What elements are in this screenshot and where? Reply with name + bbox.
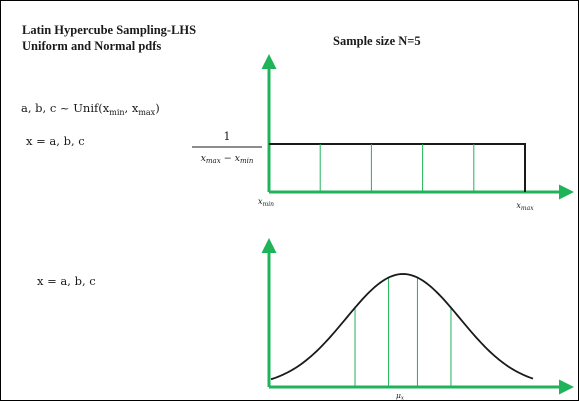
distribution-prefix: a, b, c ~ Unif(x: [21, 101, 110, 115]
title-line-2: Uniform and Normal pdfs: [22, 39, 162, 53]
density-denominator: xmax − xmin: [201, 153, 254, 165]
normal-pdf-plot: μx: [261, 238, 574, 400]
density-numerator: 1: [224, 130, 231, 143]
denominator-x-max: x: [201, 153, 207, 164]
denominator-minus: − x: [221, 153, 241, 164]
x-min-subscript: min: [109, 108, 125, 117]
normal-density-curve: [270, 273, 534, 381]
uniform-pdf-plot: 1 xmax − xmin xmin xmax: [192, 54, 574, 212]
uniform-density-line: [269, 143, 526, 192]
mean-label-mu: μ: [396, 391, 401, 400]
denominator-max-sub: max: [206, 157, 221, 165]
normal-stratum-dividers: [354, 277, 452, 387]
slide-title: Latin Hypercube Sampling-LHS Uniform and…: [22, 22, 196, 54]
x-max-subscript: max: [138, 108, 156, 117]
denominator-min-sub: min: [240, 157, 254, 165]
x-max-label-x: x: [516, 201, 521, 210]
distribution-statement: a, b, c ~ Unif(xmin, xmax): [21, 101, 160, 117]
sample-size-label: Sample size N=5: [333, 34, 421, 48]
variable-assignment-bottom: x = a, b, c: [37, 274, 96, 288]
x-min-label: xmin: [258, 197, 274, 208]
mean-label: μx: [396, 391, 405, 400]
distribution-separator: , x: [124, 101, 139, 115]
x-max-label-sub: max: [521, 205, 534, 212]
mean-label-sub: x: [401, 396, 405, 401]
x-min-label-x: x: [258, 197, 263, 206]
uniform-stratum-dividers: [319, 144, 475, 192]
variable-assignment-top: x = a, b, c: [26, 134, 85, 148]
title-line-1: Latin Hypercube Sampling-LHS: [22, 23, 197, 37]
x-max-label: xmax: [516, 201, 534, 212]
x-min-label-sub: min: [263, 201, 275, 208]
distribution-suffix: ): [155, 101, 160, 115]
